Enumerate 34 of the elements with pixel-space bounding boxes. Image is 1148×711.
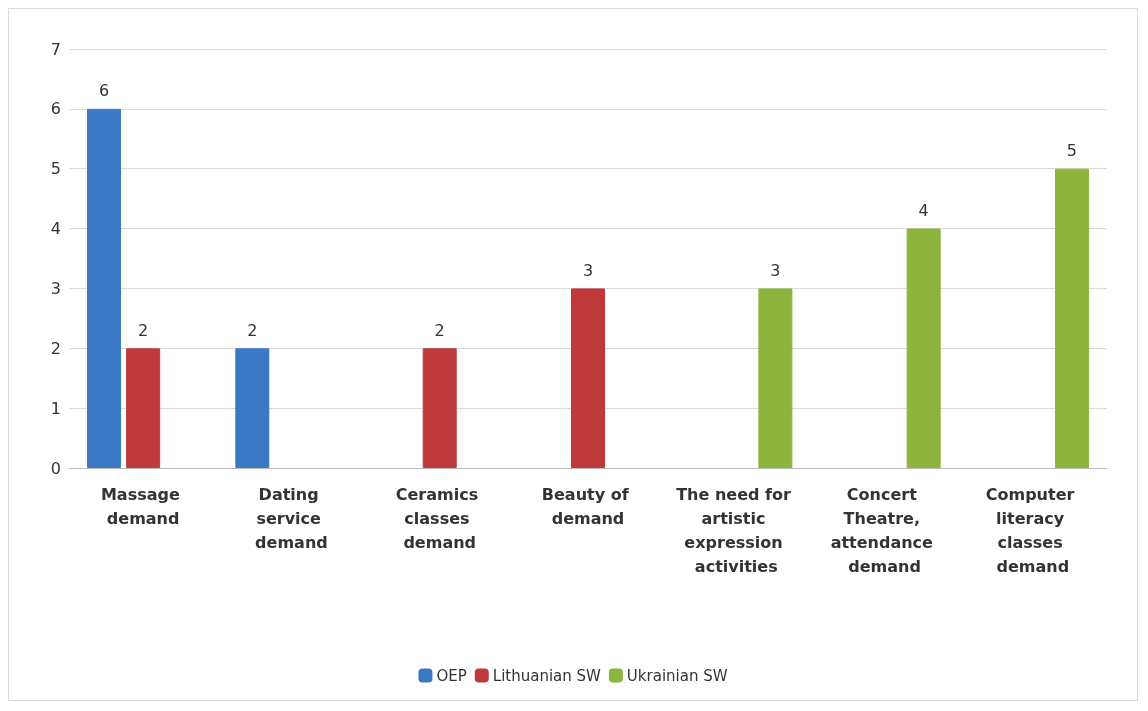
data-label: 6 [98, 81, 110, 101]
bar [906, 228, 941, 468]
data-label: 2 [138, 320, 149, 340]
bar [422, 348, 457, 468]
y-tick-label: 7 [50, 39, 61, 59]
bar [758, 288, 793, 468]
data-label: 5 [1066, 141, 1078, 161]
data-label: 3 [582, 260, 594, 280]
legend-label: OEP [436, 666, 467, 685]
y-tick-label: 3 [50, 278, 61, 298]
x-tick-label: Ceramics classes demand [395, 484, 484, 552]
bar [571, 288, 605, 468]
legend-label: Lithuanian SW [492, 666, 602, 685]
bar [126, 348, 161, 468]
data-label: 2 [434, 320, 445, 340]
bar [1054, 168, 1089, 468]
y-tick-label: 6 [50, 99, 61, 119]
y-tick-label: 5 [50, 159, 61, 179]
y-tick-label: 4 [50, 219, 61, 239]
y-tick-label: 0 [50, 458, 61, 478]
bar [235, 348, 270, 468]
x-tick-label: Beauty of demand [541, 484, 635, 528]
x-tick-label: Dating service demand [255, 484, 328, 552]
x-tick-label: Computer literacy classes demand [985, 484, 1080, 576]
x-tick-label: The need for artistic expression activities [676, 484, 797, 576]
x-tick-label: Concert Theatre, attendance demand [830, 484, 939, 576]
bar [87, 108, 122, 468]
legend-label: Ukrainian SW [626, 666, 728, 685]
x-tick-label: Massage demand [100, 484, 186, 528]
data-label: 3 [770, 260, 781, 280]
data-label: 2 [247, 320, 258, 340]
y-tick-label: 1 [50, 398, 61, 418]
y-tick-label: 2 [50, 338, 61, 358]
data-label: 4 [918, 201, 929, 221]
